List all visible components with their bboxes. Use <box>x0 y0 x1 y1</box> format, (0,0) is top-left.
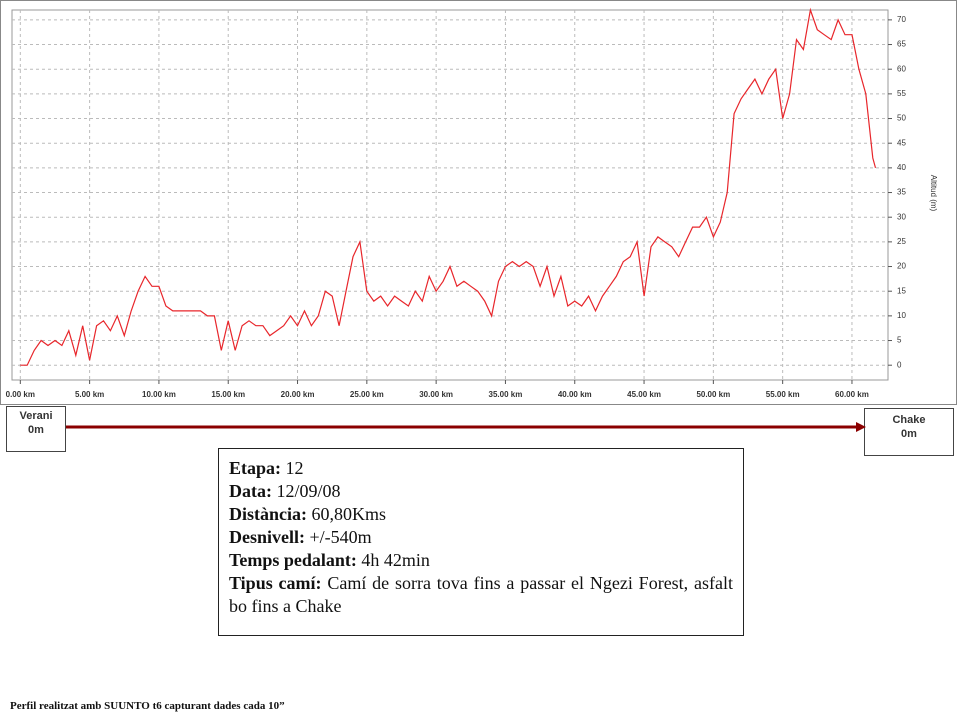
info-row: Tipus camí: Camí de sorra tova fins a pa… <box>229 572 733 618</box>
info-box: Etapa: 12 Data: 12/09/08 Distància: 60,80K… <box>218 448 744 636</box>
start-altitude: 0m <box>28 424 44 436</box>
info-row: Etapa: 12 <box>229 457 733 480</box>
info-row: Desnivell: +/-540m <box>229 526 733 549</box>
x-tick-label: 10.00 km <box>142 390 176 399</box>
end-altitude: 0m <box>901 428 917 440</box>
x-tick-label: 45.00 km <box>627 390 661 399</box>
end-name: Chake <box>892 414 926 426</box>
end-marker: Chake 0m <box>864 408 954 456</box>
y-tick-label: 0 <box>897 360 902 369</box>
info-value: 60,80Kms <box>311 504 387 524</box>
y-axis-label: Altitud (m) <box>929 175 938 212</box>
y-tick-label: 40 <box>897 163 906 172</box>
y-tick-label: 20 <box>897 262 906 271</box>
x-tick-label: 0.00 km <box>6 390 35 399</box>
y-tick-label: 30 <box>897 212 906 221</box>
x-tick-label: 60.00 km <box>835 390 869 399</box>
y-tick-label: 10 <box>897 311 906 320</box>
info-label: Etapa: <box>229 458 282 478</box>
info-row: Data: 12/09/08 <box>229 480 733 503</box>
y-tick-label: 50 <box>897 114 906 123</box>
y-tick-label: 65 <box>897 40 906 49</box>
chart: Altitud (m) 0 5 10 15 20 25 30 35 40 45 50 55 60 65 70… <box>0 0 957 405</box>
start-name: Verani <box>19 410 53 422</box>
info-label: Data: <box>229 481 272 501</box>
x-tick-label: 15.00 km <box>211 390 245 399</box>
footer: Perfil realitzat amb SUUNTO t6 capturant… <box>10 700 285 712</box>
lines <box>20 7 877 366</box>
y-tick-label: 55 <box>897 89 906 98</box>
info-label: Desnivell: <box>229 527 305 547</box>
info-value: 12 <box>285 458 304 478</box>
info-label: Temps pedalant: <box>229 550 357 570</box>
info-label: Tipus camí: <box>229 573 322 593</box>
arrow-head <box>856 422 866 432</box>
info-row: Temps pedalant: 4h 42min <box>229 549 733 572</box>
grid: 0 5 10 15 20 25 30 35 40 45 50 55 60 65 70 0.00 km 5.00 … <box>6 10 906 399</box>
info-value: +/-540m <box>309 527 372 547</box>
x-tick-label: 35.00 km <box>489 390 523 399</box>
altitude-line <box>20 7 877 366</box>
info-label: Distància: <box>229 504 307 524</box>
x-tick-label: 50.00 km <box>696 390 730 399</box>
start-marker: Verani 0m <box>6 406 66 452</box>
y-tick-label: 70 <box>897 15 906 24</box>
y-tick-label: 35 <box>897 188 906 197</box>
y-tick-label: 5 <box>897 336 902 345</box>
x-tick-label: 40.00 km <box>558 390 592 399</box>
info-value: 4h 42min <box>361 550 430 570</box>
x-tick-label: 55.00 km <box>766 390 800 399</box>
y-tick-label: 15 <box>897 286 906 295</box>
x-tick-label: 20.00 km <box>281 390 315 399</box>
y-tick-label: 60 <box>897 64 906 73</box>
x-tick-label: 5.00 km <box>75 390 104 399</box>
info-value: Camí de sorra tova fins a passar el Ngez… <box>229 573 733 616</box>
info-row: Distància: 60,80Kms <box>229 503 733 526</box>
y-tick-label: 25 <box>897 237 906 246</box>
plot-area <box>11 9 889 381</box>
x-tick-label: 30.00 km <box>419 390 453 399</box>
info-value: 12/09/08 <box>276 481 341 501</box>
x-tick-label: 25.00 km <box>350 390 384 399</box>
route-arrow <box>66 422 866 432</box>
y-tick-label: 45 <box>897 138 906 147</box>
